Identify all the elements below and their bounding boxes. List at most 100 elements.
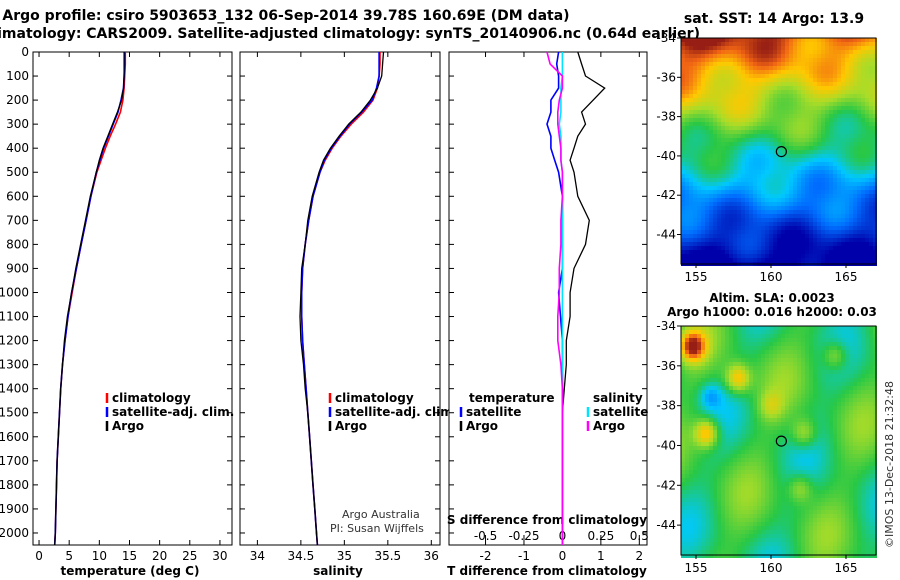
- map-pixel: [717, 526, 721, 530]
- map-pixel: [869, 202, 873, 206]
- map-pixel: [809, 530, 813, 534]
- map-pixel: [753, 122, 757, 126]
- map-pixel: [789, 174, 793, 178]
- map-pixel: [773, 54, 777, 58]
- map-pixel: [721, 194, 725, 198]
- map-pixel: [725, 326, 729, 330]
- map-pixel: [721, 70, 725, 74]
- map-pixel: [729, 474, 733, 478]
- map-pixel: [861, 166, 865, 170]
- map-pixel: [749, 342, 753, 346]
- map-pixel: [765, 478, 769, 482]
- map-pixel: [717, 258, 721, 262]
- map-pixel: [749, 446, 753, 450]
- map-pixel: [697, 166, 701, 170]
- map-pixel: [797, 526, 801, 530]
- map-pixel: [829, 74, 833, 78]
- map-pixel: [765, 454, 769, 458]
- map-pixel: [693, 370, 697, 374]
- map-pixel: [729, 478, 733, 482]
- map-pixel: [737, 390, 741, 394]
- map-pixel: [741, 82, 745, 86]
- map-pixel: [841, 122, 845, 126]
- map-pixel: [769, 98, 773, 102]
- map-pixel: [725, 342, 729, 346]
- map-pixel: [789, 474, 793, 478]
- map-pixel: [801, 506, 805, 510]
- map-pixel: [765, 158, 769, 162]
- map-pixel: [757, 510, 761, 514]
- map-pixel: [745, 478, 749, 482]
- map-pixel: [745, 542, 749, 546]
- map-pixel: [753, 506, 757, 510]
- map-pixel: [777, 242, 781, 246]
- map-pixel: [685, 162, 689, 166]
- map-pixel: [721, 174, 725, 178]
- map-pixel: [761, 382, 765, 386]
- map-pixel: [777, 246, 781, 250]
- map-pixel: [745, 534, 749, 538]
- map-pixel: [773, 418, 777, 422]
- map-pixel: [821, 70, 825, 74]
- map-pixel: [797, 550, 801, 554]
- map-pixel: [705, 334, 709, 338]
- map-pixel: [761, 442, 765, 446]
- map-pixel: [701, 370, 705, 374]
- map-pixel: [841, 74, 845, 78]
- map-pixel: [845, 166, 849, 170]
- map-pixel: [769, 94, 773, 98]
- map-pixel: [681, 510, 685, 514]
- map-pixel: [729, 398, 733, 402]
- map-pixel: [717, 514, 721, 518]
- map-pixel: [757, 430, 761, 434]
- map-pixel: [801, 158, 805, 162]
- map-pixel: [805, 482, 809, 486]
- map-pixel: [805, 118, 809, 122]
- map-pixel: [833, 74, 837, 78]
- map-pixel: [849, 234, 853, 238]
- map-pixel: [697, 194, 701, 198]
- map-pixel: [697, 146, 701, 150]
- map-pixel: [697, 510, 701, 514]
- map-pixel: [857, 210, 861, 214]
- map-pixel: [721, 150, 725, 154]
- map-pixel: [761, 82, 765, 86]
- map-pixel: [793, 182, 797, 186]
- map-pixel: [753, 502, 757, 506]
- map-pixel: [869, 246, 873, 250]
- map-pixel: [813, 334, 817, 338]
- map-pixel: [793, 346, 797, 350]
- map-pixel: [745, 422, 749, 426]
- map-pixel: [685, 134, 689, 138]
- map-pixel: [785, 386, 789, 390]
- map-pixel: [773, 122, 777, 126]
- map-pixel: [801, 534, 805, 538]
- map-pixel: [801, 418, 805, 422]
- map-pixel: [833, 182, 837, 186]
- map-pixel: [733, 202, 737, 206]
- map-pixel: [765, 362, 769, 366]
- map-pixel: [781, 474, 785, 478]
- map-pixel: [797, 462, 801, 466]
- map-pixel: [721, 206, 725, 210]
- map-pixel: [745, 462, 749, 466]
- map-pixel: [721, 258, 725, 262]
- map-pixel: [737, 126, 741, 130]
- map-pixel: [697, 210, 701, 214]
- map-pixel: [837, 138, 841, 142]
- map-pixel: [781, 554, 785, 558]
- map-pixel: [765, 126, 769, 130]
- map-pixel: [725, 486, 729, 490]
- map-pixel: [733, 206, 737, 210]
- map-pixel: [849, 58, 853, 62]
- map-pixel: [745, 214, 749, 218]
- map-pixel: [789, 62, 793, 66]
- map-pixel: [749, 70, 753, 74]
- map-pixel: [813, 246, 817, 250]
- map-pixel: [717, 378, 721, 382]
- map-pixel: [713, 162, 717, 166]
- map-pixel: [817, 74, 821, 78]
- map-pixel: [701, 490, 705, 494]
- map-pixel: [753, 54, 757, 58]
- map-pixel: [717, 546, 721, 550]
